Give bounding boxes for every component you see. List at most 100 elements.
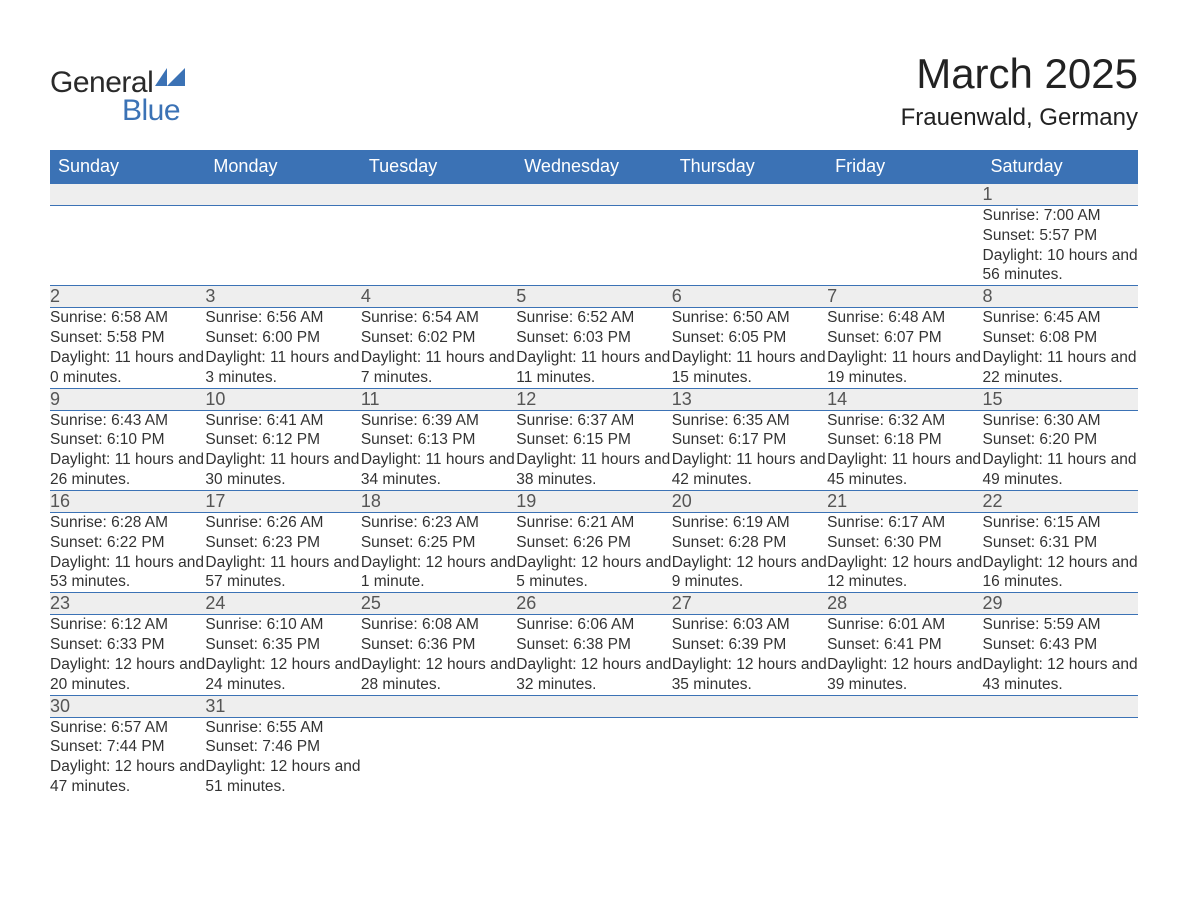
day-data-row: Sunrise: 6:43 AMSunset: 6:10 PMDaylight:…: [50, 410, 1138, 490]
day-sunset: Sunset: 6:05 PM: [672, 328, 827, 348]
day-number-cell: [50, 184, 205, 206]
day-daylight: Daylight: 12 hours and 20 minutes.: [50, 655, 205, 695]
location: Frauenwald, Germany: [901, 104, 1138, 132]
day-data-cell: Sunrise: 6:30 AMSunset: 6:20 PMDaylight:…: [983, 410, 1138, 490]
day-sunrise: Sunrise: 6:17 AM: [827, 513, 982, 533]
day-number-cell: 24: [205, 593, 360, 615]
day-data-cell: Sunrise: 5:59 AMSunset: 6:43 PMDaylight:…: [983, 615, 1138, 695]
day-sunrise: Sunrise: 6:08 AM: [361, 615, 516, 635]
day-of-week-header: Thursday: [672, 150, 827, 184]
day-number-cell: 22: [983, 490, 1138, 512]
day-data-cell: Sunrise: 6:56 AMSunset: 6:00 PMDaylight:…: [205, 308, 360, 388]
day-daylight: Daylight: 12 hours and 32 minutes.: [516, 655, 671, 695]
day-sunrise: Sunrise: 6:15 AM: [983, 513, 1138, 533]
day-data-cell: [672, 717, 827, 797]
day-sunset: Sunset: 6:38 PM: [516, 635, 671, 655]
day-sunset: Sunset: 6:15 PM: [516, 430, 671, 450]
day-data-cell: Sunrise: 6:55 AMSunset: 7:46 PMDaylight:…: [205, 717, 360, 797]
day-sunset: Sunset: 5:57 PM: [983, 226, 1138, 246]
day-daylight: Daylight: 12 hours and 43 minutes.: [983, 655, 1138, 695]
day-number-cell: [983, 695, 1138, 717]
day-data-cell: [672, 206, 827, 286]
day-sunrise: Sunrise: 6:39 AM: [361, 411, 516, 431]
day-sunrise: Sunrise: 6:12 AM: [50, 615, 205, 635]
day-number-cell: 23: [50, 593, 205, 615]
day-sunrise: Sunrise: 6:19 AM: [672, 513, 827, 533]
day-data-cell: Sunrise: 7:00 AMSunset: 5:57 PMDaylight:…: [983, 206, 1138, 286]
day-data-cell: Sunrise: 6:43 AMSunset: 6:10 PMDaylight:…: [50, 410, 205, 490]
day-number-cell: 4: [361, 286, 516, 308]
day-number-cell: 17: [205, 490, 360, 512]
day-sunset: Sunset: 6:10 PM: [50, 430, 205, 450]
day-daylight: Daylight: 11 hours and 57 minutes.: [205, 553, 360, 593]
day-daylight: Daylight: 11 hours and 45 minutes.: [827, 450, 982, 490]
day-data-cell: Sunrise: 6:21 AMSunset: 6:26 PMDaylight:…: [516, 512, 671, 592]
day-data-cell: Sunrise: 6:19 AMSunset: 6:28 PMDaylight:…: [672, 512, 827, 592]
day-number-cell: [516, 695, 671, 717]
day-sunrise: Sunrise: 6:57 AM: [50, 718, 205, 738]
day-data-cell: [205, 206, 360, 286]
day-data-cell: [516, 206, 671, 286]
day-number-cell: 2: [50, 286, 205, 308]
day-daylight: Daylight: 12 hours and 39 minutes.: [827, 655, 982, 695]
day-sunrise: Sunrise: 6:52 AM: [516, 308, 671, 328]
day-number-row: 3031: [50, 695, 1138, 717]
day-daylight: Daylight: 11 hours and 26 minutes.: [50, 450, 205, 490]
day-data-cell: [50, 206, 205, 286]
day-data-cell: Sunrise: 6:39 AMSunset: 6:13 PMDaylight:…: [361, 410, 516, 490]
day-sunrise: Sunrise: 6:43 AM: [50, 411, 205, 431]
day-number-cell: 30: [50, 695, 205, 717]
day-data-cell: Sunrise: 6:15 AMSunset: 6:31 PMDaylight:…: [983, 512, 1138, 592]
day-data-cell: Sunrise: 6:45 AMSunset: 6:08 PMDaylight:…: [983, 308, 1138, 388]
day-number-cell: [516, 184, 671, 206]
day-data-cell: [361, 206, 516, 286]
day-data-cell: [983, 717, 1138, 797]
day-sunset: Sunset: 6:03 PM: [516, 328, 671, 348]
day-number-cell: [361, 695, 516, 717]
day-data-cell: [516, 717, 671, 797]
day-data-cell: Sunrise: 6:54 AMSunset: 6:02 PMDaylight:…: [361, 308, 516, 388]
day-data-cell: Sunrise: 6:32 AMSunset: 6:18 PMDaylight:…: [827, 410, 982, 490]
day-number-cell: 5: [516, 286, 671, 308]
day-sunrise: Sunrise: 6:01 AM: [827, 615, 982, 635]
day-sunset: Sunset: 6:07 PM: [827, 328, 982, 348]
day-number-cell: 8: [983, 286, 1138, 308]
day-daylight: Daylight: 11 hours and 42 minutes.: [672, 450, 827, 490]
day-number-cell: 16: [50, 490, 205, 512]
day-sunrise: Sunrise: 6:03 AM: [672, 615, 827, 635]
day-of-week-header: Saturday: [983, 150, 1138, 184]
day-data-row: Sunrise: 6:28 AMSunset: 6:22 PMDaylight:…: [50, 512, 1138, 592]
day-data-cell: Sunrise: 6:50 AMSunset: 6:05 PMDaylight:…: [672, 308, 827, 388]
title-block: March 2025 Frauenwald, Germany: [901, 50, 1138, 132]
day-number-cell: [672, 695, 827, 717]
day-daylight: Daylight: 11 hours and 19 minutes.: [827, 348, 982, 388]
day-number-cell: 25: [361, 593, 516, 615]
day-daylight: Daylight: 12 hours and 51 minutes.: [205, 757, 360, 797]
day-sunrise: Sunrise: 6:37 AM: [516, 411, 671, 431]
day-data-cell: [827, 717, 982, 797]
day-sunset: Sunset: 6:17 PM: [672, 430, 827, 450]
day-number-cell: [672, 184, 827, 206]
day-daylight: Daylight: 11 hours and 38 minutes.: [516, 450, 671, 490]
day-number-cell: 3: [205, 286, 360, 308]
day-sunset: Sunset: 6:30 PM: [827, 533, 982, 553]
day-sunrise: Sunrise: 7:00 AM: [983, 206, 1138, 226]
day-data-row: Sunrise: 7:00 AMSunset: 5:57 PMDaylight:…: [50, 206, 1138, 286]
day-number-cell: 13: [672, 388, 827, 410]
day-daylight: Daylight: 11 hours and 0 minutes.: [50, 348, 205, 388]
header: General Blue March 2025 Frauenwald, Germ…: [50, 50, 1138, 132]
logo: General Blue: [50, 50, 185, 128]
day-sunset: Sunset: 5:58 PM: [50, 328, 205, 348]
day-sunset: Sunset: 6:39 PM: [672, 635, 827, 655]
day-of-week-header: Tuesday: [361, 150, 516, 184]
logo-text-2: Blue: [122, 94, 185, 128]
day-sunset: Sunset: 6:31 PM: [983, 533, 1138, 553]
calendar-body: 1 Sunrise: 7:00 AMSunset: 5:57 PMDayligh…: [50, 184, 1138, 797]
day-of-week-header: Sunday: [50, 150, 205, 184]
day-sunrise: Sunrise: 6:06 AM: [516, 615, 671, 635]
day-data-cell: Sunrise: 6:28 AMSunset: 6:22 PMDaylight:…: [50, 512, 205, 592]
day-sunset: Sunset: 6:22 PM: [50, 533, 205, 553]
day-daylight: Daylight: 12 hours and 9 minutes.: [672, 553, 827, 593]
day-data-cell: Sunrise: 6:01 AMSunset: 6:41 PMDaylight:…: [827, 615, 982, 695]
day-data-cell: [827, 206, 982, 286]
